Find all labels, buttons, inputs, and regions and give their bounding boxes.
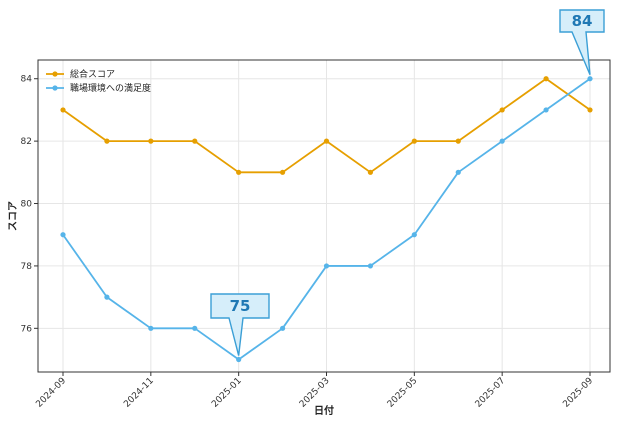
x-tick-label: 2024-09: [34, 376, 68, 410]
data-point: [543, 76, 549, 82]
y-tick-label: 84: [21, 75, 33, 85]
data-point: [587, 107, 593, 113]
data-point: [279, 325, 286, 331]
callout-label: 84: [572, 12, 593, 30]
data-point: [148, 325, 154, 331]
data-point: [104, 294, 110, 300]
data-point: [411, 232, 417, 238]
callout-75: 75: [210, 293, 270, 356]
data-point: [192, 138, 198, 144]
x-axis-label: 日付: [314, 404, 334, 417]
y-tick-label: 78: [21, 262, 33, 272]
data-point: [104, 138, 110, 144]
data-point: [543, 107, 549, 113]
data-point: [499, 107, 505, 113]
callout-label: 75: [230, 297, 251, 315]
data-point: [60, 107, 66, 113]
data-point: [455, 169, 461, 175]
data-point: [323, 263, 330, 269]
grid: [38, 60, 610, 372]
y-axis-label: スコア: [7, 201, 19, 231]
callout-box: [210, 293, 270, 356]
data-point: [455, 138, 461, 144]
data-point: [236, 356, 242, 363]
x-tick-label: 2024-11: [122, 376, 156, 410]
legend-swatch-marker: [52, 85, 58, 91]
series-1: [60, 76, 593, 363]
x-tick-label: 2025-03: [298, 376, 332, 410]
data-point: [367, 169, 374, 175]
data-point: [236, 169, 242, 175]
x-tick-label: 2025-09: [561, 376, 595, 410]
data-point: [411, 138, 417, 144]
data-point: [323, 138, 330, 144]
series: [60, 76, 593, 363]
x-tick-label: 2025-01: [210, 376, 244, 410]
legend-swatch-marker: [52, 71, 58, 77]
legend-entry: 職場環境への満足度: [70, 82, 151, 94]
x-tick-label: 2025-05: [386, 376, 420, 410]
data-point: [279, 169, 286, 175]
data-point: [499, 138, 505, 144]
ticks: 76 78 80 82 84 2024-09 2024-11 2025-01 2025-03 20…: [21, 75, 596, 410]
legend-entry: 総合スコア: [70, 68, 115, 80]
callouts: 84 75: [210, 9, 605, 356]
data-point: [60, 232, 66, 238]
callout-84: 84: [559, 9, 605, 75]
callout-box: [559, 9, 605, 75]
x-tick-label: 2025-07: [474, 376, 508, 410]
data-point: [192, 325, 198, 331]
y-tick-label: 80: [21, 200, 33, 210]
series-0: [60, 76, 593, 175]
plot-frame: [37, 59, 611, 373]
data-point: [367, 263, 374, 269]
data-point: [587, 76, 593, 82]
data-point: [148, 138, 154, 144]
y-tick-label: 82: [21, 137, 32, 147]
y-tick-label: 76: [21, 324, 33, 334]
